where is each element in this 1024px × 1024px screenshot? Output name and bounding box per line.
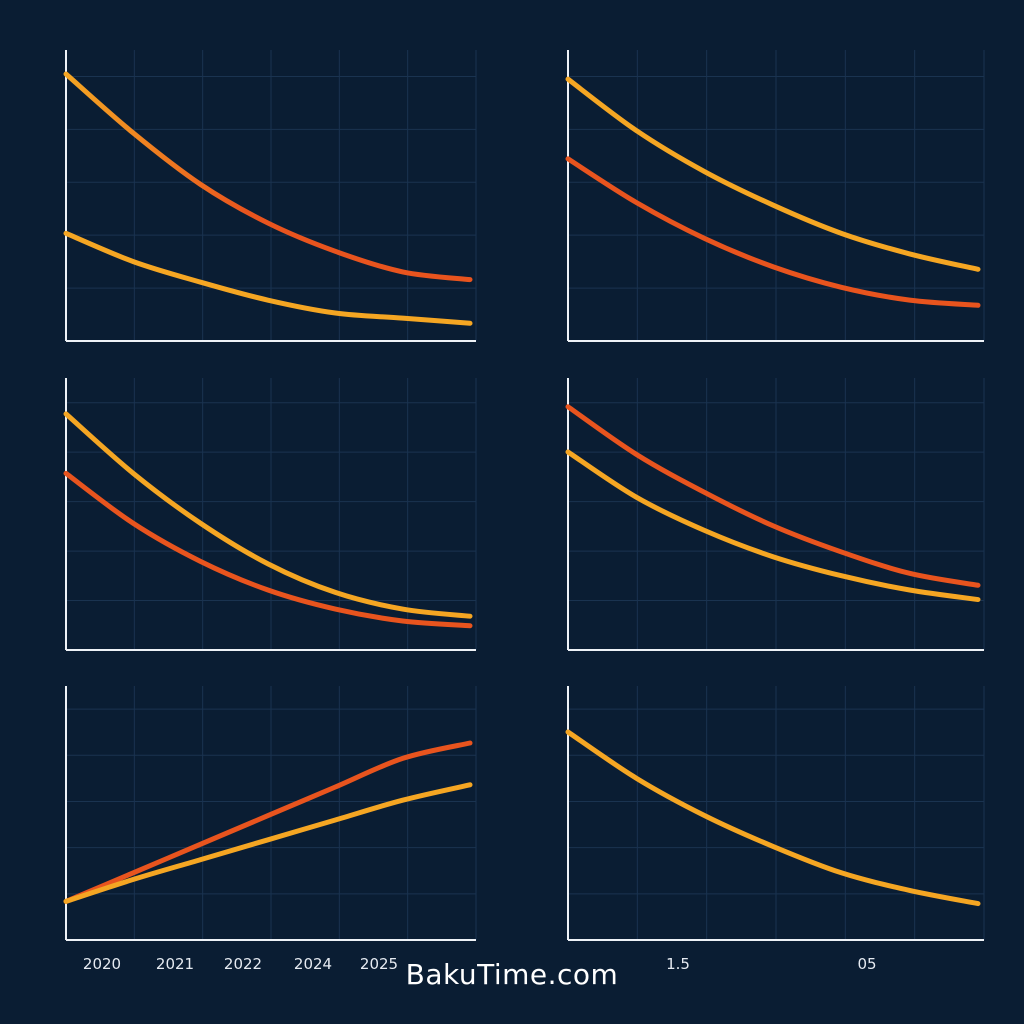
series-line-1 <box>63 740 473 904</box>
x-tick-label: 2024 <box>294 955 332 973</box>
chart-panel-6: 1.5 05 <box>565 686 985 973</box>
x-tick-label: 2020 <box>83 955 121 973</box>
series-line-1 <box>63 411 473 619</box>
chart-panel-1 <box>63 50 477 342</box>
series-line-1 <box>565 76 981 272</box>
x-tick-label: 2021 <box>156 955 194 973</box>
series-line-2 <box>565 449 981 603</box>
series-line-2 <box>565 156 981 308</box>
series-line-2 <box>63 782 473 904</box>
series-line-1 <box>565 404 981 588</box>
series-line-2 <box>63 230 473 326</box>
x-tick-label: 05 <box>857 955 876 973</box>
series-line-2 <box>63 470 473 629</box>
x-tick-label: 2022 <box>224 955 262 973</box>
chart-panel-5: 2020 2021 2022 2024 2025 <box>63 686 477 973</box>
series-line-1 <box>63 71 473 283</box>
watermark: BakuTime.com <box>405 958 619 991</box>
x-tick-label: 1.5 <box>666 955 690 973</box>
chart-panel-4 <box>565 378 985 651</box>
chart-panel-2 <box>565 50 985 342</box>
chart-panel-3 <box>63 378 477 651</box>
x-tick-label: 2025 <box>360 955 398 973</box>
series-line-1 <box>565 729 981 907</box>
